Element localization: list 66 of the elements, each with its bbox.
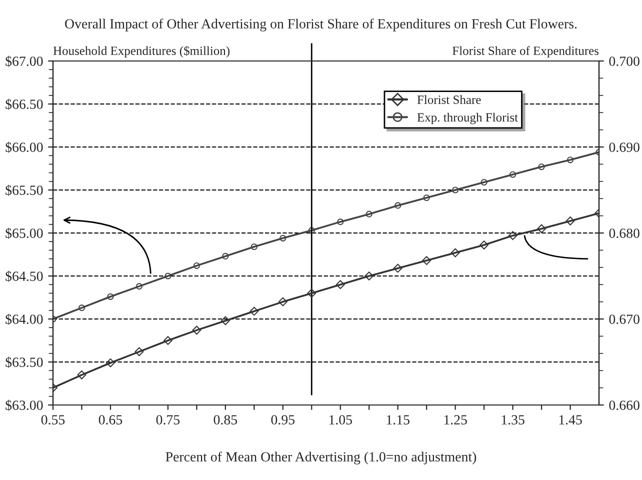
y-tick-label: $63.50 bbox=[6, 356, 43, 368]
point bbox=[107, 293, 114, 300]
point bbox=[222, 252, 229, 260]
x-tick-label: 0.75 bbox=[156, 415, 180, 425]
x-tick-label: 1.45 bbox=[559, 415, 582, 425]
point bbox=[423, 194, 430, 202]
point bbox=[192, 326, 202, 335]
x-tick-label: 0.85 bbox=[214, 415, 238, 425]
point bbox=[164, 272, 172, 280]
point bbox=[308, 227, 315, 234]
x-tick-label: 1.25 bbox=[444, 415, 467, 425]
point bbox=[106, 358, 115, 368]
point bbox=[78, 304, 86, 312]
y-tick-label: $67.00 bbox=[6, 56, 43, 67]
y-axis-title: Household Expenditures ($million) bbox=[53, 46, 230, 58]
x-tick-label: 0.65 bbox=[98, 415, 122, 425]
y2-tick-label: 0.700 bbox=[609, 56, 640, 66]
point bbox=[366, 210, 372, 218]
y-tick-label: $65.50 bbox=[6, 184, 43, 196]
point bbox=[336, 280, 345, 290]
point bbox=[508, 231, 518, 240]
point bbox=[280, 234, 286, 242]
y-tick-label: $66.50 bbox=[6, 98, 43, 110]
x-tick-label: 0.55 bbox=[41, 415, 65, 425]
point bbox=[422, 256, 432, 265]
point bbox=[566, 216, 575, 226]
point bbox=[136, 283, 143, 290]
point bbox=[164, 336, 172, 345]
point bbox=[250, 306, 259, 316]
legend-label: Exp. through Florist bbox=[417, 112, 518, 124]
point bbox=[364, 272, 374, 280]
point bbox=[566, 156, 574, 164]
y-tick-label: $66.00 bbox=[6, 142, 43, 153]
x-tick-label: 1.35 bbox=[502, 415, 524, 425]
point bbox=[337, 218, 344, 226]
point bbox=[307, 288, 316, 298]
point bbox=[250, 243, 258, 250]
legend-label: Florist Share bbox=[417, 95, 481, 104]
point bbox=[220, 316, 230, 326]
point bbox=[480, 178, 488, 186]
point bbox=[193, 262, 200, 269]
point bbox=[480, 240, 488, 250]
point bbox=[509, 171, 516, 178]
x-tick-label: 1.15 bbox=[386, 415, 410, 425]
point bbox=[394, 202, 402, 209]
chart-title: Overall Impact of Other Advertising on Florist Share of Expenditures on Fresh Cut Flowers. bbox=[65, 18, 577, 32]
x-tick-label: 1.05 bbox=[329, 415, 352, 425]
x-axis-title: Percent of Mean Other Advertising (1.0=no adjustment) bbox=[166, 452, 476, 464]
y2-tick-label: 0.660 bbox=[609, 400, 640, 410]
y2-tick-label: 0.670 bbox=[609, 314, 640, 324]
y2-tick-label: 0.680 bbox=[609, 228, 640, 238]
point bbox=[537, 224, 546, 234]
y-tick-label: $64.50 bbox=[6, 270, 43, 282]
x-tick-label: 0.95 bbox=[271, 415, 295, 425]
point bbox=[134, 347, 144, 356]
point bbox=[393, 264, 402, 273]
y-tick-label: $65.00 bbox=[6, 228, 43, 239]
point bbox=[452, 186, 459, 194]
y2-tick-label: 0.690 bbox=[609, 142, 640, 152]
y-tick-label: $63.00 bbox=[6, 400, 43, 411]
y-tick-label: $64.00 bbox=[6, 314, 43, 325]
point bbox=[538, 163, 545, 170]
point bbox=[450, 248, 460, 258]
y2-axis-title: Florist Share of Expenditures bbox=[452, 46, 599, 58]
point bbox=[278, 297, 288, 306]
point bbox=[77, 370, 86, 380]
